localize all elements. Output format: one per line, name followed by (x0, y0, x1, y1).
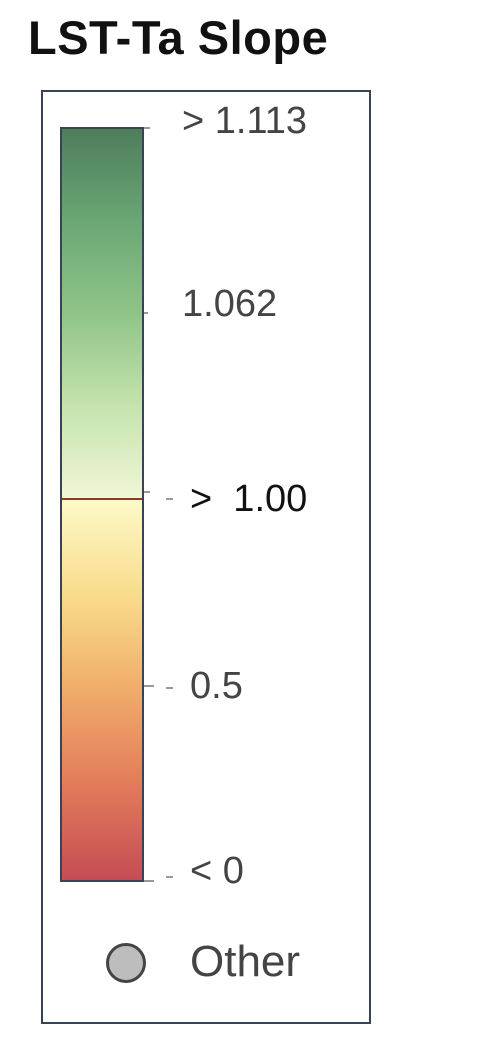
tick-label-05: 0.5 (190, 665, 243, 707)
tick-dash-0 (166, 876, 173, 878)
tick-mark-0 (144, 880, 154, 882)
other-label: Other (190, 937, 301, 986)
tick-mark-1062 (144, 312, 148, 314)
tick-label-min: < 0 (190, 850, 244, 892)
legend-title: LST-Ta Slope (28, 11, 329, 64)
colorbar (60, 127, 144, 882)
tick-mark-100 (144, 491, 150, 493)
tick-label-100: > 1.00 (190, 478, 308, 520)
tick-dash-100 (166, 498, 173, 500)
tick-dash-05 (166, 687, 173, 689)
tick-mark-top (144, 127, 150, 129)
tick-label-max: > 1.113 (182, 100, 308, 142)
other-swatch (106, 943, 146, 983)
tick-mark-05 (144, 685, 154, 687)
colorbar-upper-segment (62, 129, 142, 498)
colorbar-divider-line (62, 498, 142, 500)
colorbar-lower-segment (62, 500, 142, 880)
tick-label-1062: 1.062 (182, 283, 278, 325)
